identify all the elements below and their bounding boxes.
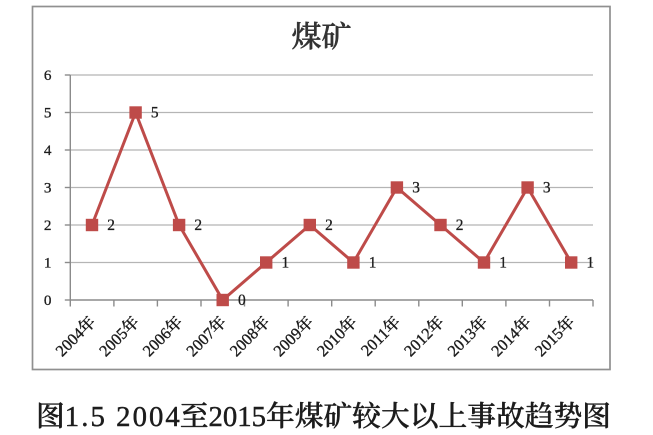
svg-text:4: 4 bbox=[44, 142, 52, 159]
svg-text:2: 2 bbox=[44, 217, 52, 234]
svg-text:1: 1 bbox=[369, 255, 377, 272]
svg-text:3: 3 bbox=[44, 179, 52, 196]
svg-text:2: 2 bbox=[107, 217, 115, 234]
svg-text:1.5 2004: 1.5 2004 bbox=[65, 401, 180, 433]
svg-text:2: 2 bbox=[456, 217, 464, 234]
svg-text:3: 3 bbox=[543, 180, 551, 197]
svg-text:2: 2 bbox=[194, 217, 202, 234]
svg-text:1: 1 bbox=[282, 255, 290, 272]
svg-text:6: 6 bbox=[44, 67, 52, 84]
svg-text:1: 1 bbox=[44, 254, 52, 271]
svg-text:5: 5 bbox=[44, 104, 52, 121]
svg-text:2015: 2015 bbox=[209, 401, 267, 433]
svg-text:1: 1 bbox=[587, 255, 595, 272]
svg-text:0: 0 bbox=[44, 292, 52, 309]
svg-text:1: 1 bbox=[499, 255, 507, 272]
svg-text:0: 0 bbox=[238, 292, 246, 309]
svg-text:5: 5 bbox=[151, 105, 159, 122]
svg-text:2: 2 bbox=[325, 217, 333, 234]
svg-text:3: 3 bbox=[412, 180, 420, 197]
